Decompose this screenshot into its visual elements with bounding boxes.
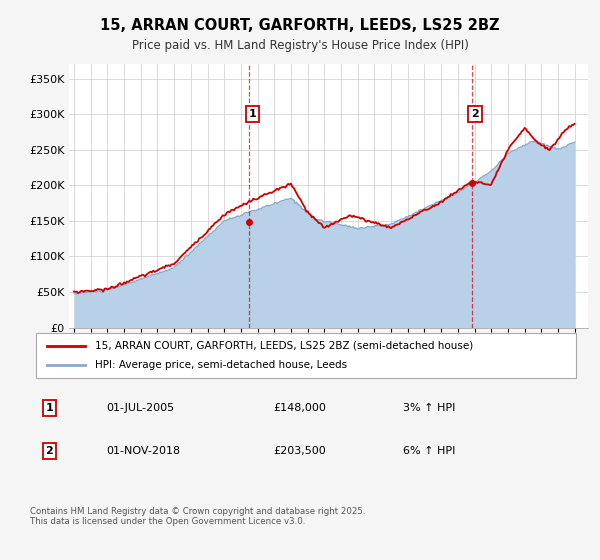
Text: 01-NOV-2018: 01-NOV-2018 xyxy=(106,446,181,456)
Text: 01-JUL-2005: 01-JUL-2005 xyxy=(106,403,175,413)
Text: 1: 1 xyxy=(248,109,256,119)
Text: 15, ARRAN COURT, GARFORTH, LEEDS, LS25 2BZ (semi-detached house): 15, ARRAN COURT, GARFORTH, LEEDS, LS25 2… xyxy=(95,340,473,351)
Text: 3% ↑ HPI: 3% ↑ HPI xyxy=(403,403,455,413)
Text: 2: 2 xyxy=(46,446,53,456)
Text: £148,000: £148,000 xyxy=(274,403,326,413)
Text: Price paid vs. HM Land Registry's House Price Index (HPI): Price paid vs. HM Land Registry's House … xyxy=(131,39,469,53)
Text: 2: 2 xyxy=(471,109,479,119)
Text: 1: 1 xyxy=(46,403,53,413)
Text: Contains HM Land Registry data © Crown copyright and database right 2025.
This d: Contains HM Land Registry data © Crown c… xyxy=(30,507,365,526)
Text: £203,500: £203,500 xyxy=(274,446,326,456)
Text: 6% ↑ HPI: 6% ↑ HPI xyxy=(403,446,455,456)
FancyBboxPatch shape xyxy=(36,333,576,378)
Text: HPI: Average price, semi-detached house, Leeds: HPI: Average price, semi-detached house,… xyxy=(95,361,347,371)
Text: 15, ARRAN COURT, GARFORTH, LEEDS, LS25 2BZ: 15, ARRAN COURT, GARFORTH, LEEDS, LS25 2… xyxy=(100,18,500,32)
